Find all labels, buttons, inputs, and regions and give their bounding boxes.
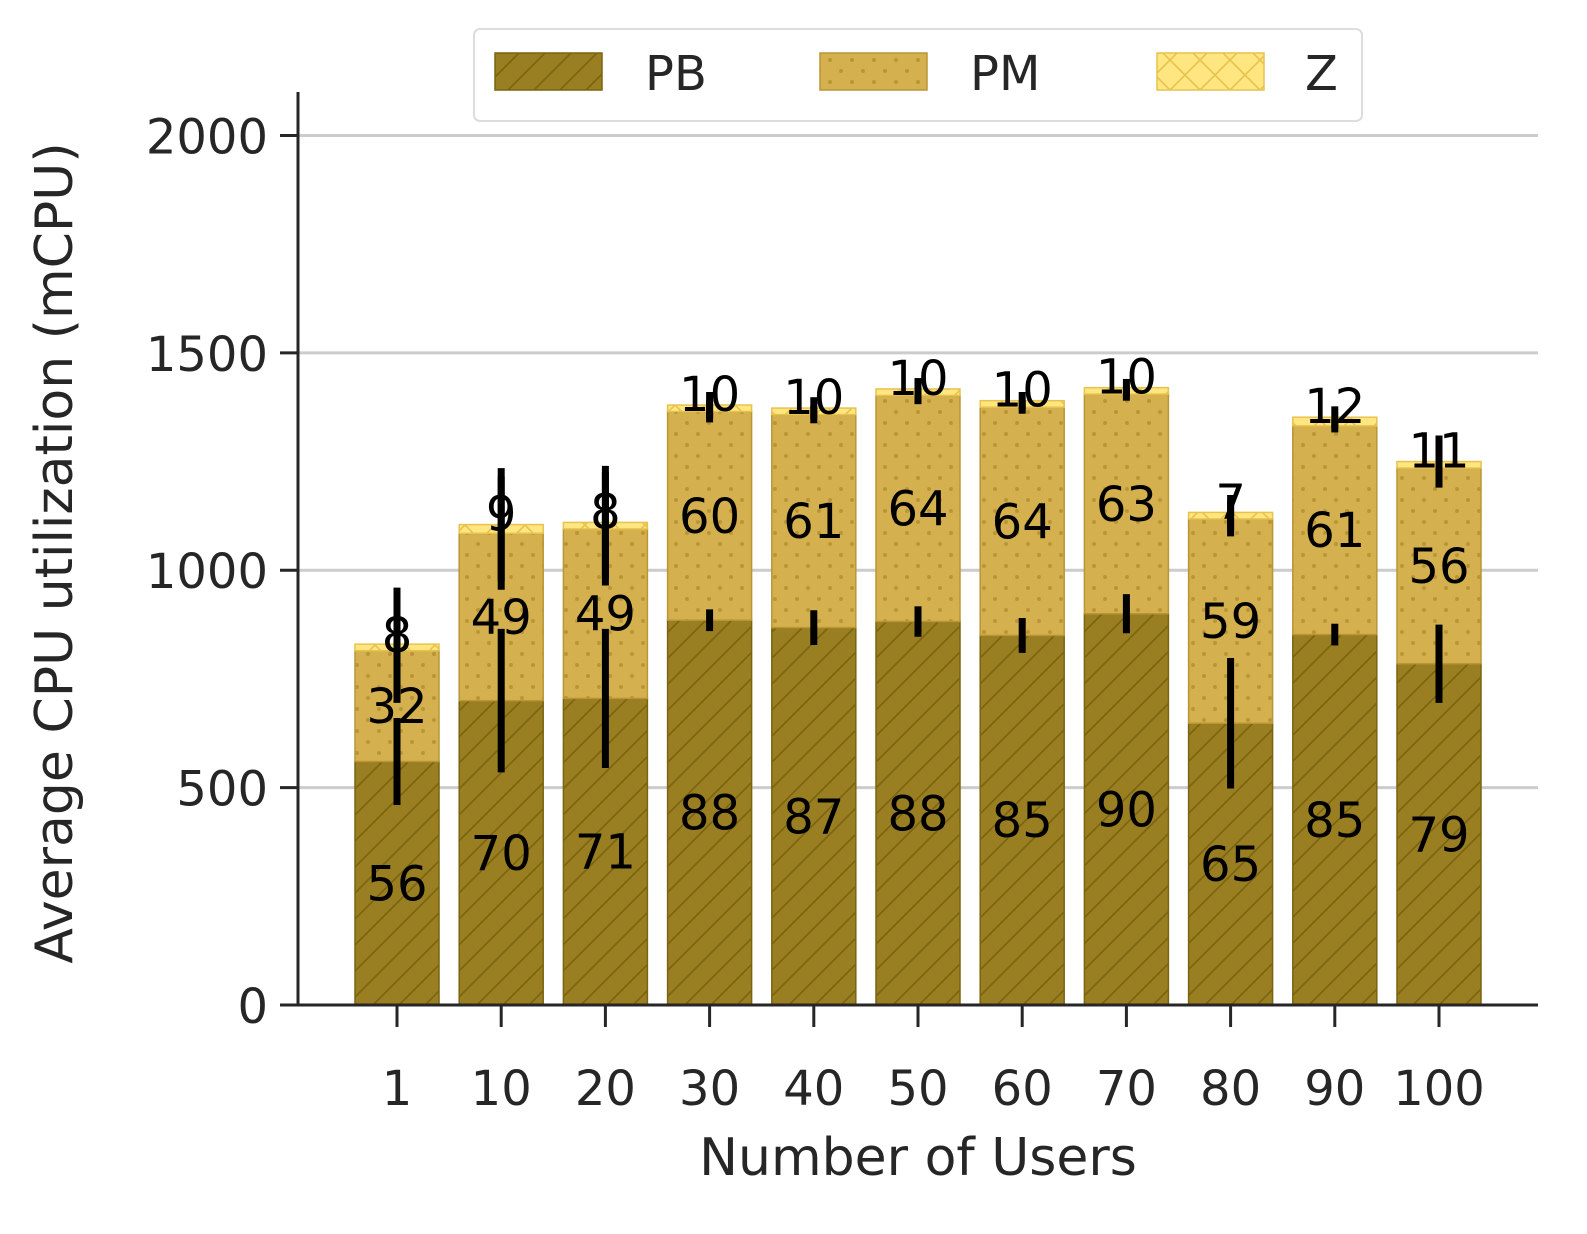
bar-label-PB-60: 85 bbox=[992, 793, 1053, 849]
bar-label-PB-40: 87 bbox=[783, 789, 844, 845]
bar-PB-40 bbox=[771, 626, 857, 1006]
bar-label-PB-100: 79 bbox=[1408, 807, 1469, 863]
x-tick-label-20: 20 bbox=[575, 1061, 636, 1117]
x-tick-label-60: 60 bbox=[992, 1061, 1053, 1117]
y-tick-label-1000: 1000 bbox=[146, 544, 268, 600]
error-bars bbox=[393, 378, 1443, 806]
legend-swatch-PM bbox=[819, 52, 928, 91]
bar-label-Z-60: 10 bbox=[992, 363, 1053, 419]
x-tick-label-80: 80 bbox=[1200, 1061, 1261, 1117]
bar-label-PM-20: 49 bbox=[575, 587, 636, 643]
axes bbox=[280, 92, 1538, 1027]
bar-label-PM-50: 64 bbox=[887, 482, 948, 538]
bar-PM-70 bbox=[1083, 393, 1170, 615]
legend: PB PM Z bbox=[473, 28, 1363, 122]
legend-label-PM: PM bbox=[970, 46, 1040, 102]
bar-PM-30 bbox=[666, 410, 753, 621]
bar-label-PB-50: 88 bbox=[887, 786, 948, 842]
bar-label-Z-30: 10 bbox=[679, 367, 740, 423]
bar-label-Z-50: 10 bbox=[887, 351, 948, 407]
x-tick-label-10: 10 bbox=[471, 1061, 532, 1117]
bar-label-PB-30: 88 bbox=[679, 786, 740, 842]
x-tick-label-90: 90 bbox=[1304, 1061, 1365, 1117]
legend-swatch-Z bbox=[1156, 52, 1265, 91]
bar-PM-90 bbox=[1292, 425, 1378, 636]
bar-PB-70 bbox=[1083, 612, 1170, 1006]
bar-labels: 5632870499714988860108761108864108564109… bbox=[366, 350, 1469, 913]
legend-label-PB: PB bbox=[645, 46, 707, 102]
bar-label-PM-30: 60 bbox=[679, 489, 740, 545]
y-tick-label-1500: 1500 bbox=[146, 327, 268, 383]
bar-label-Z-80: 7 bbox=[1215, 474, 1246, 530]
x-tick-label-30: 30 bbox=[679, 1061, 740, 1117]
x-axis-label: Number of Users bbox=[699, 1128, 1137, 1188]
bar-label-PM-100: 56 bbox=[1408, 539, 1469, 595]
bar-label-Z-10: 9 bbox=[486, 487, 517, 543]
y-tick-label-2000: 2000 bbox=[146, 109, 268, 165]
x-tick-label-50: 50 bbox=[887, 1061, 948, 1117]
bar-label-Z-90: 12 bbox=[1304, 379, 1365, 435]
bar-label-Z-1: 8 bbox=[382, 608, 413, 664]
y-tick-label-500: 500 bbox=[176, 762, 268, 818]
bar-label-PM-60: 64 bbox=[992, 494, 1053, 550]
bar-label-Z-100: 11 bbox=[1408, 424, 1469, 480]
bar-label-Z-20: 8 bbox=[590, 484, 621, 540]
tick-labels: 0 500 1000 1500 2000 1 10 20 30 40 50 60 70 80 90 100 bbox=[146, 109, 1485, 1117]
bar-PB-50 bbox=[875, 620, 961, 1006]
bar-PB-90 bbox=[1292, 633, 1378, 1006]
bar-label-PB-90: 85 bbox=[1304, 793, 1365, 849]
bar-label-PB-10: 70 bbox=[471, 826, 532, 882]
bar-label-Z-40: 10 bbox=[783, 370, 844, 426]
x-tick-label-1: 1 bbox=[382, 1061, 413, 1117]
bar-label-PB-80: 65 bbox=[1200, 837, 1261, 893]
legend-swatch-PB bbox=[494, 52, 603, 91]
legend-label-Z: Z bbox=[1305, 46, 1338, 102]
bar-label-PB-1: 56 bbox=[366, 856, 427, 912]
bar-label-Z-70: 10 bbox=[1096, 350, 1157, 406]
x-tick-label-40: 40 bbox=[783, 1061, 844, 1117]
bar-label-PM-40: 61 bbox=[783, 494, 844, 550]
bar-label-PM-1: 32 bbox=[366, 679, 427, 735]
x-tick-label-70: 70 bbox=[1096, 1061, 1157, 1117]
bar-label-PB-70: 90 bbox=[1096, 782, 1157, 838]
bar-label-PM-80: 59 bbox=[1200, 594, 1261, 650]
bar-label-PB-20: 71 bbox=[575, 825, 636, 881]
bars bbox=[354, 386, 1482, 1006]
bar-label-PM-90: 61 bbox=[1304, 503, 1365, 559]
y-tick-label-0: 0 bbox=[237, 979, 268, 1035]
x-tick-label-100: 100 bbox=[1393, 1061, 1485, 1117]
bar-PM-40 bbox=[771, 413, 857, 629]
bar-label-PM-10: 49 bbox=[471, 590, 532, 646]
y-axis-label: Average CPU utilization (mCPU) bbox=[25, 142, 85, 963]
bar-PB-100 bbox=[1396, 662, 1482, 1006]
bar-label-PM-70: 63 bbox=[1096, 477, 1157, 533]
